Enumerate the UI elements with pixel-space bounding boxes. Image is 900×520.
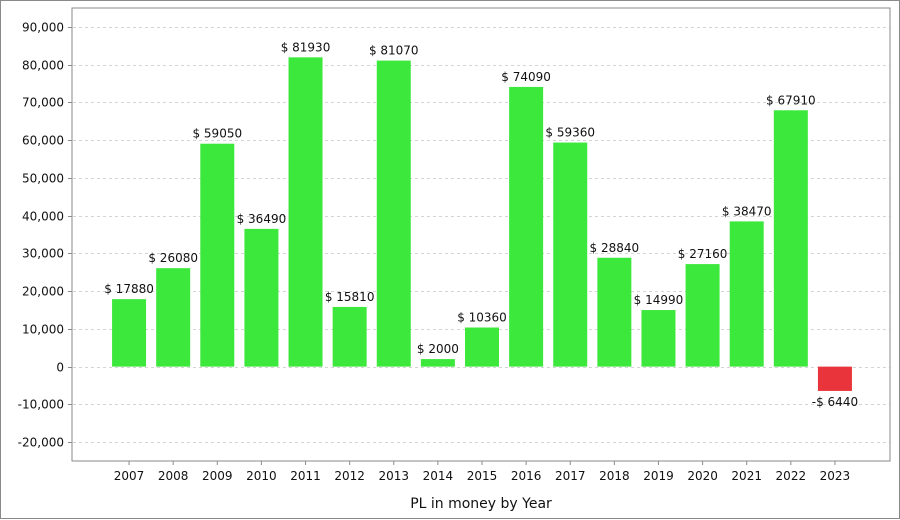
- y-tick-label: -20,000: [18, 436, 64, 450]
- x-tick-label: 2010: [246, 469, 277, 483]
- y-tick-label: -10,000: [18, 398, 64, 412]
- x-tick-label: 2015: [467, 469, 498, 483]
- x-tick-label: 2012: [334, 469, 365, 483]
- bar: [773, 110, 808, 367]
- bar: [112, 299, 147, 367]
- bar: [729, 221, 764, 367]
- x-tick-label: 2017: [555, 469, 586, 483]
- x-tick-label: 2021: [731, 469, 762, 483]
- y-tick-label: 80,000: [22, 59, 64, 73]
- bar: [685, 264, 720, 367]
- x-axis-title: PL in money by Year: [410, 496, 552, 512]
- y-tick-label: 40,000: [22, 210, 64, 224]
- bar: [553, 142, 588, 367]
- data-label: $ 17880: [104, 282, 154, 296]
- x-tick-label: 2023: [820, 469, 851, 483]
- bar: [597, 257, 632, 367]
- bar: [509, 86, 544, 367]
- data-labels: $ 17880 $ 26080 $ 59050 $ 36490 $ 81930 $ 158…: [104, 40, 858, 409]
- x-tick-label: 2008: [158, 469, 189, 483]
- bar: [641, 310, 676, 367]
- data-label: $ 81930: [281, 40, 331, 54]
- data-label: $ 14990: [634, 293, 684, 307]
- data-label: $ 59360: [545, 126, 595, 140]
- axes: -20,000 -10,000 0 10,000 20,000 30,000 40,000 5…: [18, 7, 891, 483]
- data-label: $ 74090: [501, 70, 551, 84]
- x-tick-label: 2022: [776, 469, 807, 483]
- x-tick-label: 2018: [599, 469, 630, 483]
- bar: [420, 359, 455, 367]
- data-label: $ 15810: [325, 290, 375, 304]
- data-label: $ 38470: [722, 204, 772, 218]
- x-tick-label: 2016: [511, 469, 542, 483]
- plot-frame: [71, 7, 891, 462]
- x-tick-label: 2020: [687, 469, 718, 483]
- grid-lines: [73, 27, 890, 443]
- y-tick-label: 50,000: [22, 172, 64, 186]
- y-tick-label: 60,000: [22, 134, 64, 148]
- y-tick-label: 0: [56, 361, 64, 375]
- y-tick-label: 30,000: [22, 247, 64, 261]
- y-tick-label: 10,000: [22, 323, 64, 337]
- bars: [112, 57, 852, 391]
- data-label: $ 2000: [417, 342, 459, 356]
- data-label: $ 10360: [457, 311, 507, 325]
- data-label: $ 28840: [590, 241, 640, 255]
- data-label: $ 26080: [148, 251, 198, 265]
- data-label: $ 36490: [237, 212, 287, 226]
- bar: [817, 366, 852, 391]
- x-tick-label: 2013: [378, 469, 409, 483]
- y-tick-label: 90,000: [22, 21, 64, 35]
- y-tick-label: 70,000: [22, 96, 64, 110]
- bar: [332, 306, 367, 367]
- x-tick-label: 2019: [643, 469, 674, 483]
- data-label: $ 81070: [369, 44, 419, 58]
- bar: [376, 60, 411, 367]
- x-tick-label: 2009: [202, 469, 233, 483]
- x-tick-label: 2007: [114, 469, 145, 483]
- data-label: $ 27160: [678, 247, 728, 261]
- data-label: -$ 6440: [812, 395, 858, 409]
- bar: [465, 327, 499, 367]
- y-tick-label: 20,000: [22, 285, 64, 299]
- bar: [156, 268, 191, 367]
- bar: [288, 57, 323, 367]
- data-label: $ 67910: [766, 93, 816, 107]
- x-tick-label: 2011: [290, 469, 321, 483]
- x-tick-label: 2014: [423, 469, 454, 483]
- bar: [244, 228, 279, 367]
- data-label: $ 59050: [192, 127, 242, 141]
- bar: [200, 143, 235, 367]
